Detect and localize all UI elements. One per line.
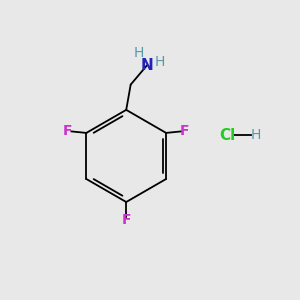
Text: F: F xyxy=(63,124,73,138)
Text: H: H xyxy=(134,46,144,60)
Text: H: H xyxy=(250,128,261,142)
Text: N: N xyxy=(141,58,153,73)
Text: Cl: Cl xyxy=(219,128,236,142)
Text: F: F xyxy=(180,124,189,138)
Text: H: H xyxy=(155,55,165,69)
Text: F: F xyxy=(122,213,131,227)
